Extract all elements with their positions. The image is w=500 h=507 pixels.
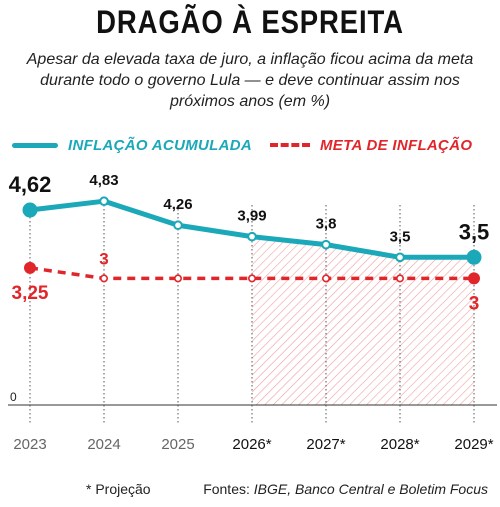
legend-label-inflation: INFLAÇÃO ACUMULADA	[68, 136, 252, 154]
target-point-2	[174, 274, 183, 283]
x-tick-label-6: 2029*	[454, 436, 493, 453]
legend-item-inflation: INFLAÇÃO ACUMULADA	[12, 134, 252, 156]
x-tick-label-5: 2028*	[380, 436, 419, 453]
x-tick-label-2: 2025	[161, 436, 194, 453]
inflation-data-label-5: 3,5	[390, 228, 411, 245]
inflation-point-1	[99, 196, 109, 206]
x-tick-label-1: 2024	[87, 436, 120, 453]
target-point-5	[395, 274, 404, 283]
inflation-point-6	[466, 249, 482, 265]
legend-item-target: META DE INFLAÇÃO	[270, 134, 472, 156]
target-point-1	[100, 274, 109, 283]
x-tick-label-3: 2026*	[232, 436, 271, 453]
chart-subtitle: Apesar da elevada taxa de juro, a inflaç…	[26, 51, 474, 110]
inflation-data-label-2: 4,26	[163, 196, 192, 213]
target-point-3	[248, 274, 257, 283]
inflation-point-5	[395, 252, 405, 263]
line-chart: 0 2023 2024 2025 2026* 2027* 2028* 2029* 4,62 4,…	[8, 172, 497, 453]
inflation-point-3	[247, 231, 257, 242]
target-point-4	[321, 274, 330, 283]
chart-title: DRAGÃO À ESPREITA	[96, 4, 404, 40]
legend-swatch-target	[270, 143, 310, 147]
inflation-point-0	[22, 202, 38, 218]
inflation-point-2	[173, 220, 183, 231]
legend: INFLAÇÃO ACUMULADA META DE INFLAÇÃO	[0, 134, 500, 156]
sources-prefix: Fontes:	[203, 481, 254, 497]
inflation-data-label-1: 4,83	[89, 172, 118, 189]
target-data-label-0: 3,25	[12, 283, 49, 304]
x-tick-label-4: 2027*	[306, 436, 345, 453]
inflation-data-label-4: 3,8	[316, 216, 337, 233]
projection-shaded-area	[252, 236, 474, 405]
sources-note: Fontes: IBGE, Banco Central e Boletim Fo…	[203, 481, 488, 497]
target-data-label-6: 3	[469, 293, 480, 314]
inflation-data-label-6: 3,5	[459, 219, 490, 244]
inflation-point-4	[321, 239, 331, 250]
y-tick-label-0: 0	[10, 390, 17, 404]
target-point-0	[24, 261, 36, 274]
legend-label-target: META DE INFLAÇÃO	[320, 136, 473, 154]
footnote-projection: * Projeção	[86, 481, 151, 497]
inflation-data-label-3: 3,99	[237, 208, 266, 225]
x-tick-label-0: 2023	[13, 436, 46, 453]
target-point-6	[468, 272, 480, 285]
inflation-data-label-0: 4,62	[9, 172, 52, 197]
target-data-label-1: 3	[99, 249, 108, 268]
sources-names: IBGE, Banco Central e Boletim Focus	[253, 481, 488, 497]
legend-swatch-inflation	[12, 142, 58, 148]
